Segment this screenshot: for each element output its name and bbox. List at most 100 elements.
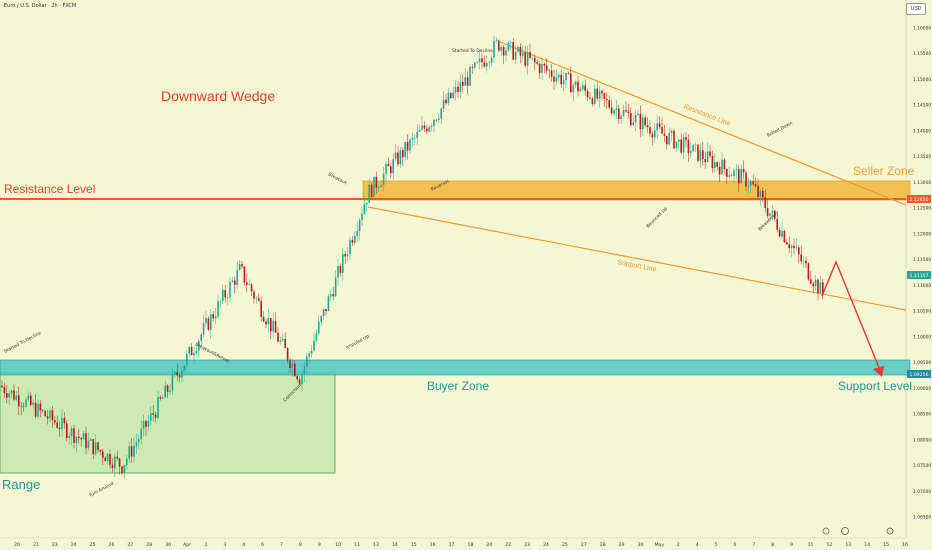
candle-body (27, 395, 30, 400)
candle-body (25, 399, 27, 407)
candle-body (373, 176, 375, 198)
x-tick-label: 16 (902, 542, 908, 548)
candle-body (723, 159, 726, 169)
candle-body (570, 73, 572, 93)
candle-body (246, 282, 248, 285)
candle-body (627, 111, 630, 114)
candle-body (598, 90, 601, 99)
candle-body (678, 139, 680, 142)
candle-body (709, 151, 711, 156)
candle-body (205, 318, 207, 324)
replay-icon[interactable] (886, 527, 894, 535)
x-tick-label: 15 (883, 542, 889, 548)
candle-body (661, 127, 663, 134)
candle-body (502, 47, 505, 56)
x-tick-label: 5 (715, 542, 718, 548)
candle-body (30, 395, 32, 406)
candle-body (658, 123, 661, 128)
candle-body (752, 181, 754, 185)
x-tick-label: 27 (127, 542, 133, 548)
candle-body (529, 52, 531, 58)
candle-body (687, 139, 690, 153)
candle-body (409, 139, 411, 151)
candle-body (87, 440, 90, 449)
candle-body (378, 187, 380, 188)
y-tick-label: 1.13000 (913, 180, 931, 186)
candle-body (174, 372, 176, 375)
x-tick-label: 30 (638, 542, 644, 548)
x-tick-label: 3 (223, 542, 226, 548)
candle-body (450, 93, 452, 98)
candle-body (435, 119, 438, 121)
x-tick-label: 27 (581, 542, 587, 548)
candle-body (764, 197, 766, 209)
candle-body (538, 63, 541, 73)
candle-body (442, 99, 445, 109)
candle-body (351, 240, 354, 243)
candle-body (226, 297, 229, 298)
reset-icon[interactable] (822, 527, 830, 535)
candle-body (793, 245, 795, 249)
resistance-price-tag: 1.12650 (907, 195, 931, 203)
candle-body (97, 442, 99, 450)
candle-body (507, 42, 510, 51)
y-axis-ticks: 1.16000 1.15500 1.15000 1.14500 1.14000 1.135… (913, 26, 931, 521)
candle-body (582, 85, 584, 90)
settings-icon[interactable] (841, 527, 849, 535)
x-tick-label: 29 (619, 542, 625, 548)
support-line (367, 206, 907, 311)
x-tick-label: 11 (808, 542, 814, 548)
candle-body (1, 385, 3, 388)
candle-body (34, 402, 37, 417)
candle-body (282, 338, 284, 341)
candle-body (790, 245, 793, 249)
candle-body (478, 58, 481, 62)
x-tick-label: 9 (790, 542, 793, 548)
candle-body (327, 296, 330, 312)
candle-body (3, 387, 6, 394)
candle-body (699, 150, 702, 161)
candle-body (291, 363, 294, 368)
buyer-zone (0, 359, 911, 376)
candle-body (601, 90, 603, 94)
candle-body (498, 40, 500, 51)
currency-button[interactable]: USD (906, 3, 926, 15)
candle-body (685, 137, 687, 140)
candle-body (200, 334, 202, 342)
candle-body (238, 264, 241, 270)
candle-body (776, 218, 778, 230)
x-tick-label: 15 (411, 542, 417, 548)
candle-body (157, 397, 159, 418)
x-tick-label: 18 (468, 542, 474, 548)
x-tick-label: 16 (430, 542, 436, 548)
candle-body (61, 417, 63, 429)
candle-body (726, 168, 728, 177)
support-level-label: Support Level (838, 379, 912, 393)
candle-body (668, 132, 670, 145)
candle-body (548, 70, 550, 71)
y-tick-label: 1.08000 (913, 437, 931, 443)
x-tick-label: 8 (299, 542, 302, 548)
candle-body (15, 395, 18, 400)
candle-body (90, 439, 92, 441)
candle-body (740, 168, 742, 184)
candle-body (454, 86, 457, 93)
candle-body (694, 144, 697, 146)
candle-body (440, 108, 442, 119)
candle-body (385, 163, 387, 174)
candle-body (248, 284, 250, 286)
candle-body (46, 416, 49, 419)
candle-body (231, 280, 234, 283)
candle-body (334, 277, 337, 297)
candle-body (798, 247, 800, 255)
candle-body (469, 66, 471, 86)
candle-body (198, 341, 200, 351)
candle-body (404, 141, 406, 158)
x-tick-label: 20 (486, 542, 492, 548)
candle-body (255, 298, 258, 299)
y-tick-label: 1.08500 (913, 412, 931, 418)
candle-body (375, 176, 378, 188)
candle-body (495, 40, 498, 42)
candle-body (416, 131, 418, 138)
